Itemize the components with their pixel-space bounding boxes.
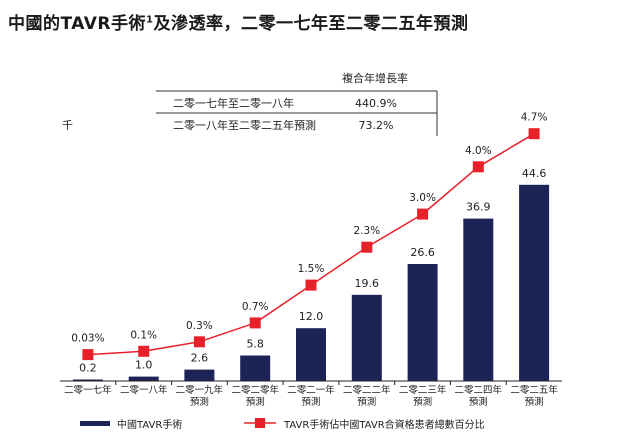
bar — [128, 376, 159, 381]
bar-value-label: 44.6 — [522, 167, 547, 180]
x-tick-label: 二零二三年 — [399, 384, 447, 396]
x-tick-label: 二零二二年 — [343, 384, 391, 396]
cagr-row-value: 440.9% — [355, 97, 397, 110]
line-value-label: 1.5% — [298, 263, 325, 275]
bar-value-label: 1.0 — [135, 359, 153, 372]
cagr-row-period: 二零一八年至二零二五年預測 — [173, 118, 316, 132]
legend-bar-label: 中國TAVR手術 — [117, 418, 182, 431]
bar — [519, 184, 550, 381]
line-marker — [305, 279, 317, 291]
line-value-label: 0.7% — [242, 301, 269, 313]
line-value-labels: 0.03% 0.1% 0.3% 0.7% 1.5% 2.3% 3.0% 4.0% 4.7% — [71, 112, 547, 345]
bar-value-labels: 0.2 1.0 2.6 5.8 12.0 19.6 26.6 36.9 44.6 — [79, 167, 546, 375]
bar-value-label: 19.6 — [355, 277, 380, 290]
bar-value-label: 0.2 — [79, 362, 97, 375]
line-value-label: 4.7% — [521, 112, 548, 124]
x-tick-label: 預測 — [469, 396, 488, 408]
chart-title-text: 中國的TAVR手術 — [8, 14, 147, 34]
bar — [72, 379, 103, 381]
bar-value-label: 2.6 — [191, 352, 209, 365]
x-tick-label: 預測 — [357, 396, 376, 408]
x-tick-label: 預測 — [525, 396, 544, 408]
line-value-label: 0.3% — [186, 320, 213, 332]
x-tick-label: 二零一八年 — [120, 384, 168, 396]
chart-title-superscript: 1 — [146, 14, 154, 26]
x-tick-label: 預測 — [246, 396, 265, 408]
chart-title-suffix: 及滲透率，二零一七年至二零二五年預測 — [153, 14, 469, 34]
x-tick-label: 預測 — [190, 396, 209, 408]
bar-value-label: 26.6 — [410, 246, 435, 259]
x-tick-label: 二零二一年 — [287, 384, 335, 396]
x-tick-label: 預測 — [301, 396, 320, 408]
cagr-row-value: 73.2% — [359, 119, 394, 132]
chart-title: 中國的TAVR手術1及滲透率，二零一七年至二零二五年預測 — [8, 9, 469, 34]
cagr-table: 複合年增長率 二零一七年至二零一八年 440.9% 二零一八年至二零二五年預測 … — [156, 71, 438, 136]
bar — [296, 328, 326, 381]
x-tick-label: 二零一九年 — [176, 384, 224, 396]
bar — [463, 218, 494, 381]
line-marker — [249, 317, 261, 329]
x-tick-label: 二零二零年 — [231, 384, 279, 396]
line-marker — [528, 128, 540, 140]
bar — [240, 355, 271, 381]
line-marker — [472, 161, 484, 173]
line-marker — [417, 208, 429, 220]
bar — [351, 294, 382, 381]
legend: 中國TAVR手術 TAVR手術佔中國TAVR合資格患者總數百分比 — [80, 418, 485, 431]
legend-line-marker — [255, 418, 265, 428]
cagr-header: 複合年增長率 — [342, 71, 408, 85]
x-tick-label: 預測 — [413, 396, 432, 408]
line-marker — [82, 349, 94, 361]
legend-line-label: TAVR手術佔中國TAVR合資格患者總數百分比 — [283, 418, 485, 431]
bar-value-label: 12.0 — [299, 310, 324, 323]
bar-value-label: 5.8 — [246, 338, 264, 351]
line-marker — [193, 336, 205, 348]
line-marker — [361, 241, 373, 253]
bar — [407, 264, 438, 381]
line-marker — [138, 345, 150, 357]
line-value-label: 0.03% — [71, 333, 104, 345]
line-value-label: 2.3% — [353, 225, 380, 237]
line-value-label: 3.0% — [409, 192, 436, 204]
line-value-label: 4.0% — [465, 145, 492, 157]
x-tick-label: 二零一七年 — [64, 384, 112, 396]
bar-series — [72, 184, 550, 381]
x-tick-labels: 二零一七年 二零一八年 二零一九年預測二零二零年預測二零二一年預測二零二二年預測二零… — [64, 381, 558, 408]
cagr-row-period: 二零一七年至二零一八年 — [173, 96, 294, 110]
unit-label: 千 — [62, 119, 73, 132]
legend-bar-swatch — [80, 421, 110, 426]
x-tick-label: 二零二四年 — [455, 384, 503, 396]
bar — [184, 369, 215, 381]
line-series — [82, 128, 540, 361]
x-tick-label: 二零二五年 — [510, 384, 558, 396]
bar-value-label: 36.9 — [466, 201, 491, 214]
line-value-label: 0.1% — [130, 329, 157, 341]
